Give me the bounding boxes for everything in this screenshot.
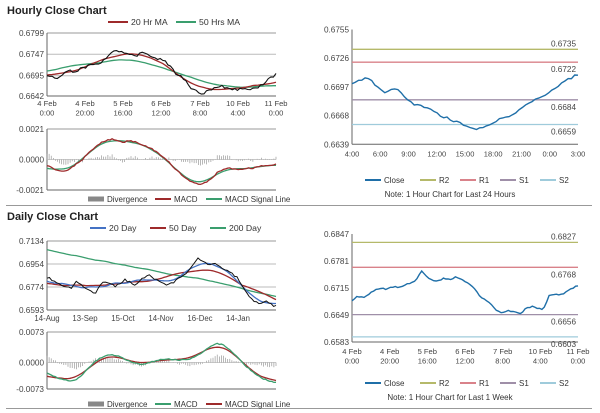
svg-text:Note: 1 Hour Chart for Last 1: Note: 1 Hour Chart for Last 1 Week [387, 393, 513, 402]
svg-text:0.6768: 0.6768 [551, 270, 576, 279]
svg-text:5 Feb: 5 Feb [418, 347, 437, 356]
svg-text:0.6583: 0.6583 [324, 338, 349, 347]
svg-text:0.0000: 0.0000 [19, 359, 44, 368]
svg-text:R1: R1 [479, 176, 490, 185]
svg-text:0.6847: 0.6847 [324, 230, 349, 239]
svg-text:4:00: 4:00 [345, 149, 360, 158]
svg-text:4 Feb: 4 Feb [342, 347, 361, 356]
svg-text:0.0000: 0.0000 [19, 156, 44, 165]
svg-text:18:00: 18:00 [484, 149, 503, 158]
svg-text:3:00: 3:00 [571, 149, 586, 158]
svg-text:0.6747: 0.6747 [19, 50, 44, 59]
svg-text:8:00: 8:00 [193, 109, 208, 118]
svg-text:8:00: 8:00 [495, 357, 510, 366]
svg-text:50 Hrs MA: 50 Hrs MA [199, 17, 240, 27]
svg-text:7 Feb: 7 Feb [493, 347, 512, 356]
svg-text:MACD Signal Line: MACD Signal Line [225, 400, 291, 409]
svg-text:12:00: 12:00 [455, 357, 474, 366]
svg-text:MACD Signal Line: MACD Signal Line [225, 195, 291, 204]
svg-text:20:00: 20:00 [380, 357, 399, 366]
svg-text:0.6649: 0.6649 [324, 311, 349, 320]
svg-text:10 Feb: 10 Feb [226, 99, 250, 108]
svg-text:0:00: 0:00 [269, 109, 284, 118]
svg-text:0.0021: 0.0021 [19, 125, 44, 134]
svg-text:Note: 1 Hour Chart for Last 24: Note: 1 Hour Chart for Last 24 Hours [385, 190, 516, 199]
svg-text:0.6659: 0.6659 [551, 128, 576, 137]
svg-text:-0.0021: -0.0021 [16, 186, 44, 195]
svg-text:4:00: 4:00 [231, 109, 246, 118]
svg-text:R2: R2 [439, 379, 450, 388]
svg-text:MACD: MACD [174, 400, 198, 409]
svg-text:Divergence: Divergence [107, 195, 148, 204]
svg-text:0:00: 0:00 [542, 149, 557, 158]
svg-text:0:00: 0:00 [345, 357, 360, 366]
svg-text:12:00: 12:00 [151, 109, 170, 118]
svg-text:15:00: 15:00 [456, 149, 475, 158]
svg-text:0.6781: 0.6781 [324, 257, 349, 266]
svg-text:0.6715: 0.6715 [324, 284, 349, 293]
svg-text:MACD: MACD [174, 195, 198, 204]
svg-text:16:00: 16:00 [418, 357, 437, 366]
svg-text:0.6726: 0.6726 [324, 54, 349, 63]
svg-text:4:00: 4:00 [533, 357, 548, 366]
svg-text:S1: S1 [519, 176, 529, 185]
svg-text:R1: R1 [479, 379, 490, 388]
svg-text:6 Feb: 6 Feb [151, 99, 170, 108]
svg-text:Close: Close [384, 379, 405, 388]
svg-text:11 Feb: 11 Feb [566, 347, 589, 356]
svg-text:S2: S2 [559, 379, 569, 388]
svg-text:Close: Close [384, 176, 405, 185]
svg-text:Divergence: Divergence [107, 400, 148, 409]
svg-text:0.6656: 0.6656 [551, 318, 576, 327]
svg-text:4 Feb: 4 Feb [37, 99, 56, 108]
svg-text:0.6722: 0.6722 [551, 65, 576, 74]
svg-text:0.6755: 0.6755 [324, 26, 349, 35]
svg-text:0:00: 0:00 [571, 357, 586, 366]
svg-text:7 Feb: 7 Feb [190, 99, 209, 108]
svg-text:-0.0073: -0.0073 [16, 385, 44, 394]
svg-text:0.6697: 0.6697 [324, 83, 349, 92]
svg-text:10 Feb: 10 Feb [528, 347, 552, 356]
svg-text:0.6639: 0.6639 [324, 140, 349, 149]
svg-text:11 Feb: 11 Feb [264, 99, 287, 108]
svg-text:4 Feb: 4 Feb [380, 347, 399, 356]
svg-text:12:00: 12:00 [427, 149, 446, 158]
svg-text:0.6827: 0.6827 [551, 232, 576, 241]
svg-text:R2: R2 [439, 176, 450, 185]
svg-text:21:00: 21:00 [512, 149, 531, 158]
svg-text:0.0073: 0.0073 [19, 328, 44, 337]
svg-text:0.6799: 0.6799 [19, 29, 44, 38]
svg-text:0.6668: 0.6668 [324, 112, 349, 121]
svg-text:5 Feb: 5 Feb [113, 99, 132, 108]
svg-text:0.6735: 0.6735 [551, 39, 576, 48]
svg-text:6 Feb: 6 Feb [455, 347, 474, 356]
svg-text:16:00: 16:00 [113, 109, 132, 118]
svg-text:20:00: 20:00 [75, 109, 94, 118]
svg-text:0.6684: 0.6684 [551, 103, 576, 112]
svg-text:6:00: 6:00 [373, 149, 388, 158]
svg-text:S1: S1 [519, 379, 529, 388]
svg-text:S2: S2 [559, 176, 569, 185]
svg-text:4 Feb: 4 Feb [75, 99, 94, 108]
svg-text:20 Hr MA: 20 Hr MA [131, 17, 168, 27]
svg-text:0:00: 0:00 [40, 109, 55, 118]
svg-text:0.6695: 0.6695 [19, 72, 44, 81]
svg-text:9:00: 9:00 [401, 149, 416, 158]
